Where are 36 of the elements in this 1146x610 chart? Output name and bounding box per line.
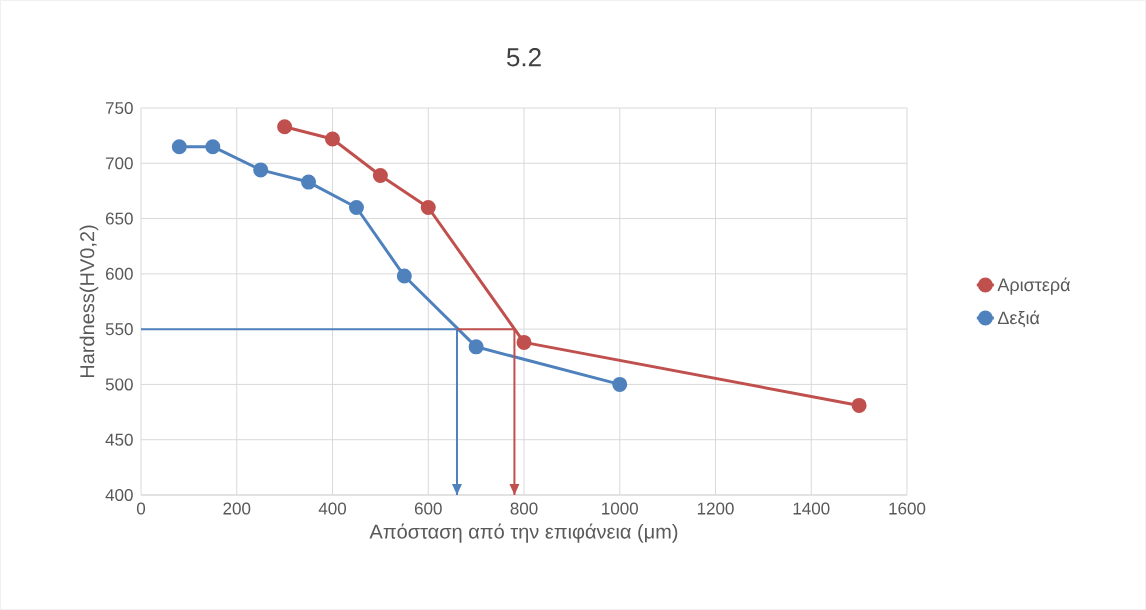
y-tick-label: 400	[105, 488, 133, 502]
legend-label: Δεξιά	[997, 310, 1040, 328]
x-tick-label: 1200	[697, 502, 734, 515]
legend-label: Αριστερά	[997, 277, 1071, 295]
point	[468, 339, 484, 355]
x-tick-label: 200	[223, 502, 251, 515]
y-tick-label: 750	[105, 101, 133, 115]
point	[851, 397, 867, 413]
point	[253, 162, 269, 178]
point	[301, 174, 317, 190]
point	[171, 139, 187, 155]
y-tick-label: 500	[105, 378, 133, 391]
y-tick-label: 550	[105, 323, 133, 336]
x-tick-label: 1000	[602, 502, 638, 515]
y-tick-label: 700	[105, 157, 133, 170]
chart-title: 5.2	[506, 48, 541, 67]
y-tick-label: 450	[105, 433, 133, 446]
y-axis-title: Hardness(HV0,2)	[79, 225, 99, 378]
x-tick-label: 1600	[889, 502, 926, 515]
x-axis-title: Απόσταση από την επιφάνεια (μm)	[369, 523, 678, 543]
point	[325, 131, 341, 147]
y-tick-label: 650	[105, 212, 133, 225]
point	[396, 268, 412, 284]
point	[516, 334, 532, 350]
x-tick-label: 800	[510, 502, 538, 515]
x-tick-label: 400	[318, 502, 347, 515]
y-tick-label: 600	[105, 267, 133, 280]
point	[420, 200, 436, 215]
x-tick-label: 0	[136, 502, 146, 515]
point	[612, 376, 628, 392]
point	[348, 200, 364, 215]
point	[372, 167, 388, 183]
x-tick-label: 600	[414, 502, 442, 515]
point	[205, 139, 221, 155]
point	[277, 119, 293, 135]
x-tick-label: 1400	[793, 502, 830, 515]
